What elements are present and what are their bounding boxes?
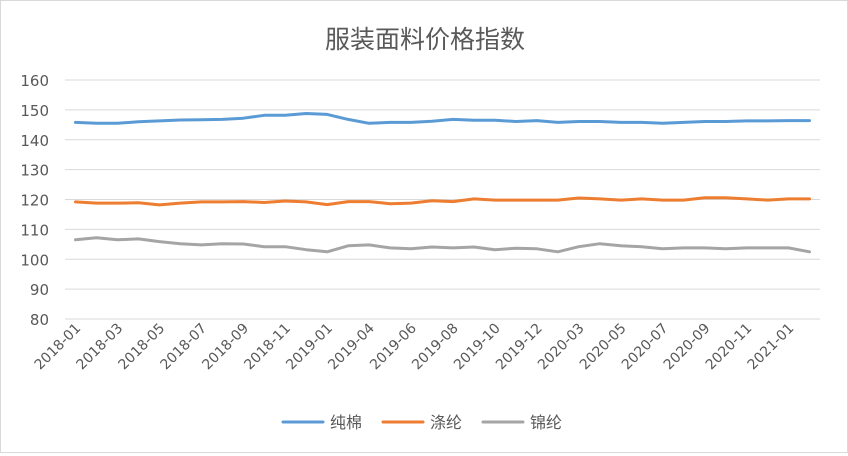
y-tick-label: 150	[20, 102, 49, 120]
series-line-0	[74, 112, 811, 125]
series-group	[74, 112, 811, 254]
y-tick-label: 160	[20, 72, 49, 90]
legend-label-2: 锦纶	[530, 413, 562, 432]
y-axis: 80 90 100 110 120 130 140 150 160	[20, 72, 49, 329]
y-tick-label: 100	[20, 251, 49, 269]
y-tick-label: 110	[20, 221, 49, 239]
series-line-2	[74, 236, 811, 254]
grid-lines	[65, 79, 820, 320]
chart-title: 服装面料价格指数	[325, 25, 525, 54]
y-tick-label: 90	[30, 281, 49, 299]
legend-label-0: 纯棉	[330, 413, 362, 432]
y-tick-label: 120	[20, 192, 49, 210]
y-tick-label: 130	[20, 162, 49, 180]
series-line-1	[74, 196, 811, 207]
x-axis: 2018-012018-032018-052018-072018-092018-…	[32, 320, 798, 373]
y-tick-label: 140	[20, 132, 49, 150]
x-tick-label: 2021-01	[745, 321, 798, 374]
y-tick-label: 80	[30, 311, 49, 329]
legend-label-1: 涤纶	[430, 413, 462, 432]
legend: 纯棉 涤纶 锦纶	[281, 413, 562, 432]
